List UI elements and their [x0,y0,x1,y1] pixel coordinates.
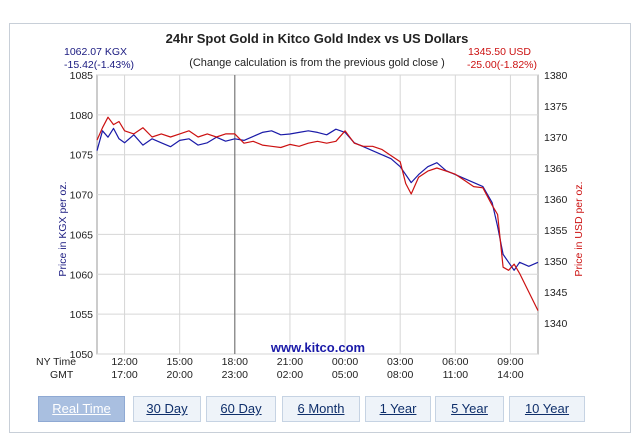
x-tick-label-ny: 18:00 [222,356,248,368]
60-day-button[interactable]: 60 Day [206,396,276,422]
30-day-button[interactable]: 30 Day [133,396,201,422]
left-change-readout: -15.42(-1.43%) [64,59,134,71]
x-tick-label-ny: 09:00 [497,356,523,368]
x-row-label-ny: NY Time [36,356,76,368]
y-right-tick-label: 1350 [544,256,568,268]
x-tick-label-gmt: 14:00 [497,369,523,381]
x-tick-label-gmt: 05:00 [332,369,358,381]
x-tick-label-gmt: 11:00 [443,369,469,381]
x-tick-label-gmt: 02:00 [277,369,303,381]
y-right-tick-label: 1365 [544,163,568,175]
x-tick-label-ny: 00:00 [332,356,358,368]
x-row-label-gmt: GMT [50,369,74,381]
y-left-tick-label: 1055 [70,309,94,321]
chart-title: 24hr Spot Gold in Kitco Gold Index vs US… [166,31,469,46]
x-tick-label-gmt: 17:00 [111,369,137,381]
x-tick-label-ny: 15:00 [167,356,193,368]
x-tick-label-gmt: 23:00 [222,369,248,381]
y-left-tick-label: 1060 [70,269,94,281]
y-left-tick-label: 1050 [70,349,94,361]
y-right-tick-label: 1355 [544,225,568,237]
x-tick-label-ny: 06:00 [442,356,468,368]
x-tick-label-gmt: 20:00 [167,369,193,381]
watermark: www.kitco.com [270,340,365,355]
plot-area [96,74,539,355]
kgx-price-line [96,127,539,271]
6-month-button[interactable]: 6 Month [282,396,360,422]
y-right-tick-label: 1345 [544,287,568,299]
y-right-tick-label: 1370 [544,132,568,144]
real-time-button[interactable]: Real Time [38,396,125,422]
y-left-tick-label: 1085 [70,70,94,82]
y-left-tick-label: 1065 [70,229,94,241]
10-year-button[interactable]: 10 Year [509,396,585,422]
chart: 24hr Spot Gold in Kitco Gold Index vs US… [36,31,585,381]
y-right-axis-label: Price in USD per oz. [573,181,585,276]
x-tick-label-ny: 21:00 [277,356,303,368]
chart-subtitle: (Change calculation is from the previous… [189,57,445,69]
1-year-button[interactable]: 1 Year [365,396,431,422]
chart-panel: 24hr Spot Gold in Kitco Gold Index vs US… [9,23,631,433]
right-price-readout: 1345.50 USD [468,46,531,58]
y-right-tick-label: 1375 [544,101,568,113]
y-right-tick-label: 1340 [544,318,568,330]
usd-price-line [96,116,539,311]
x-tick-label-ny: 12:00 [111,356,137,368]
y-left-tick-label: 1070 [70,190,94,202]
y-left-tick-label: 1075 [70,150,94,162]
y-left-axis-label: Price in KGX per oz. [57,181,69,276]
right-change-readout: -25.00(-1.82%) [467,59,537,71]
y-left-tick-label: 1080 [70,110,94,122]
y-right-tick-label: 1360 [544,194,568,206]
y-right-tick-label: 1380 [544,70,568,82]
x-tick-label-gmt: 08:00 [387,369,413,381]
left-price-readout: 1062.07 KGX [64,46,127,58]
x-tick-label-ny: 03:00 [387,356,413,368]
5-year-button[interactable]: 5 Year [435,396,504,422]
